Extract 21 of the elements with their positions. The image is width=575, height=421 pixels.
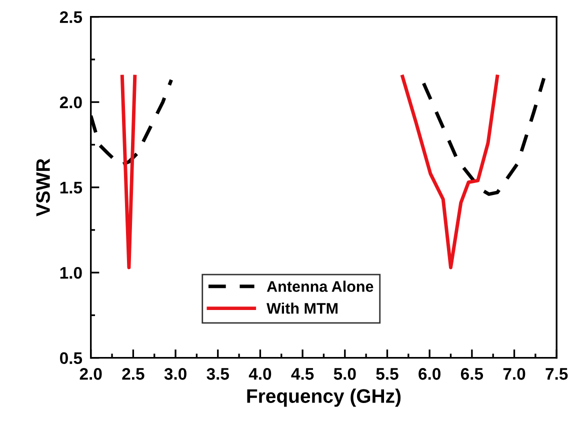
x-tick-label: 4.0 [248, 368, 272, 380]
y-tick-label: 1.0 [60, 267, 82, 279]
x-axis-title: Frequency (GHz) [247, 388, 401, 407]
legend-label: With MTM [266, 302, 338, 314]
x-tick-label: 7.5 [546, 368, 568, 380]
x-tick-label: 6.5 [460, 368, 484, 380]
legend-label: Antenna Alone [266, 280, 374, 292]
x-tick-label: 5.0 [334, 368, 356, 380]
y-axis-title: VSWR [36, 158, 50, 216]
x-tick-label: 2.0 [80, 368, 102, 380]
x-tick-label: 5.5 [376, 368, 398, 380]
y-tick-label: 1.5 [60, 182, 82, 194]
y-tick-label: 2.0 [60, 96, 82, 108]
x-tick-label: 3.5 [206, 368, 229, 380]
x-tick-label: 2.5 [122, 368, 144, 380]
x-tick-label: 4.5 [291, 368, 314, 380]
x-tick-label: 7.0 [503, 368, 526, 380]
x-tick-label: 6.0 [418, 368, 440, 380]
y-tick-label: 2.5 [60, 11, 82, 24]
y-tick-label: 0.5 [60, 352, 82, 364]
x-tick-label: 3.0 [164, 368, 186, 380]
